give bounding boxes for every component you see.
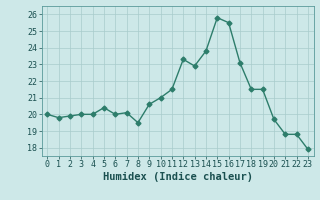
- X-axis label: Humidex (Indice chaleur): Humidex (Indice chaleur): [103, 172, 252, 182]
